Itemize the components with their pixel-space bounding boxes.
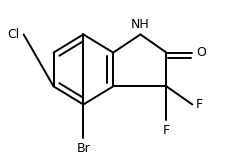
Text: F: F	[163, 124, 170, 137]
Text: NH: NH	[131, 18, 150, 31]
Text: F: F	[196, 98, 203, 111]
Text: Cl: Cl	[8, 28, 20, 41]
Text: O: O	[196, 46, 206, 59]
Text: Br: Br	[76, 142, 90, 155]
